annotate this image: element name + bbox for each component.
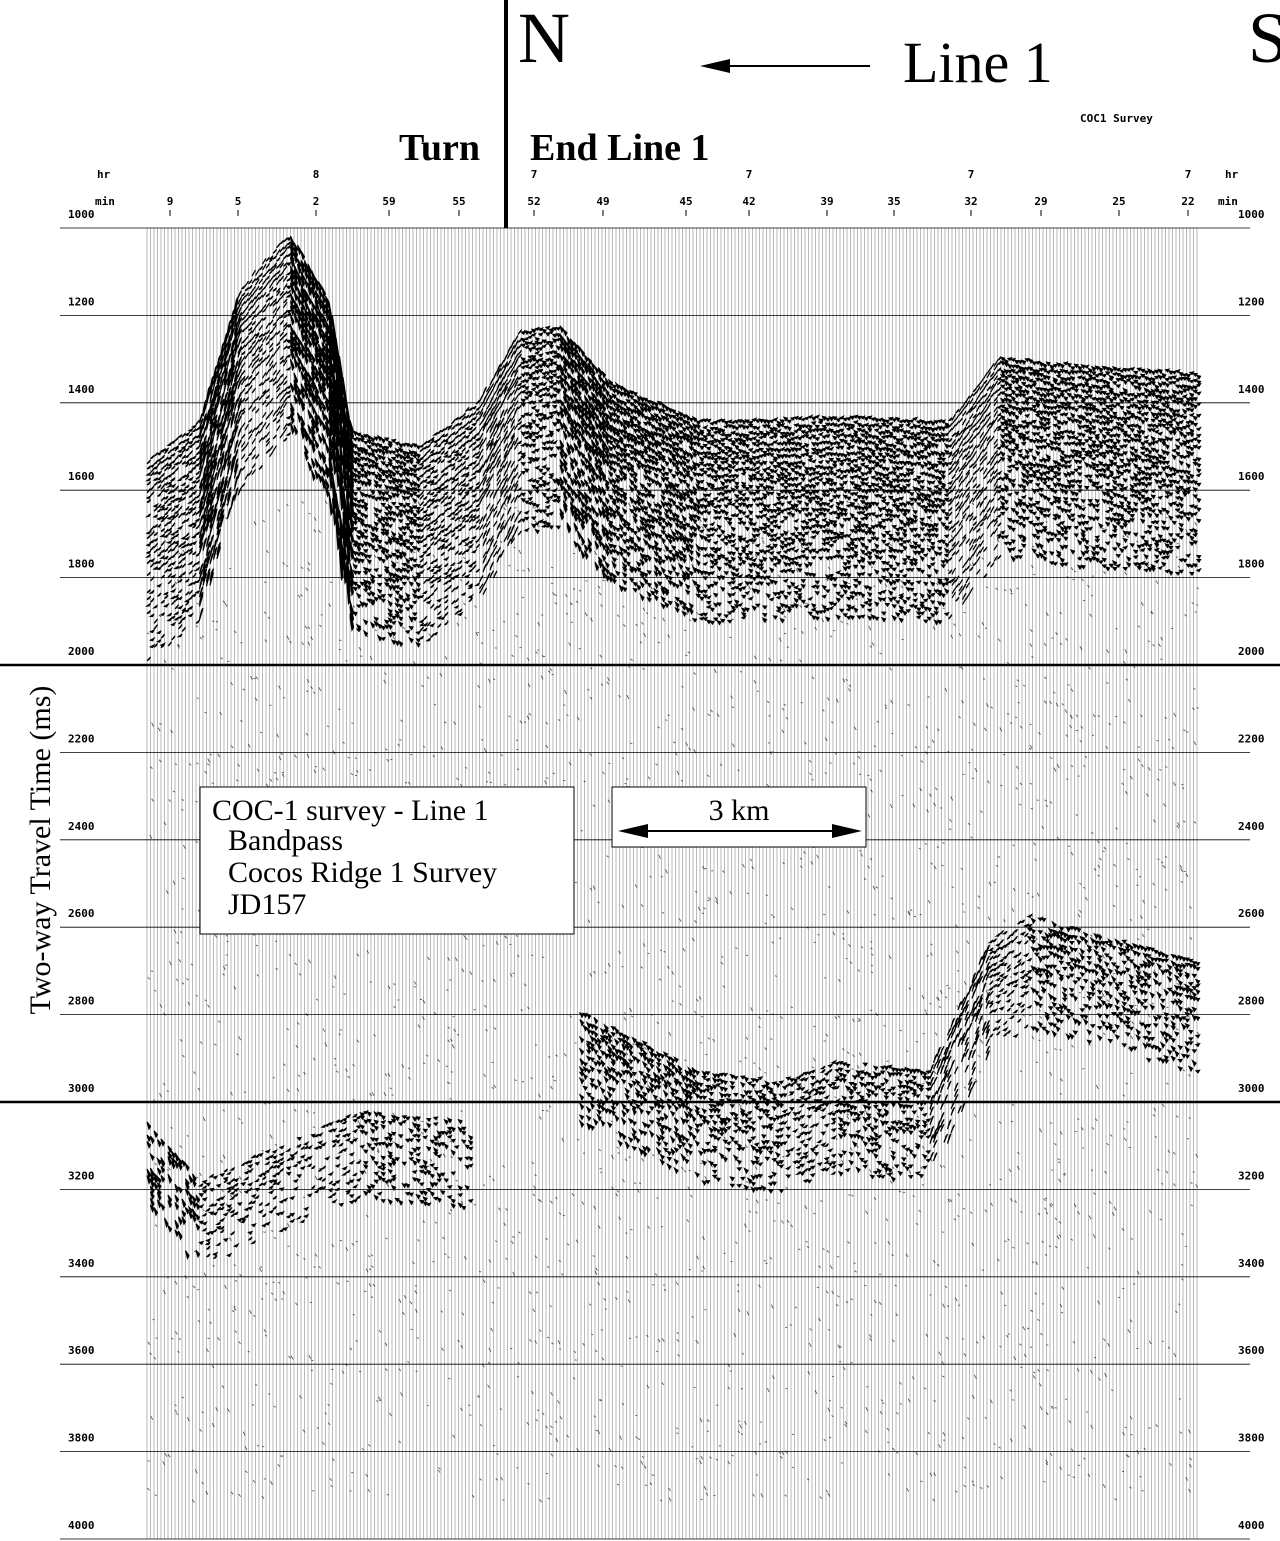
y-tick-label-right: 1600 [1238, 470, 1265, 483]
scale-label: 3 km [709, 794, 770, 827]
direction-arrowhead [700, 59, 730, 73]
hr-tick-label: 8 [313, 168, 320, 181]
scale-frame [611, 786, 867, 848]
y-tick-label: 1800 [68, 558, 95, 571]
y-tick-label: 2200 [68, 732, 95, 745]
hr-row-label: hr [1225, 168, 1239, 181]
hr-tick-label: 7 [1185, 168, 1192, 181]
min-tick-label: 55 [452, 195, 465, 208]
y-tick-label: 3600 [68, 1344, 95, 1357]
y-tick-label-right: 2400 [1238, 820, 1265, 833]
min-tick-label: 9 [167, 195, 174, 208]
y-tick-label-right: 1800 [1238, 558, 1265, 571]
legend-line: COC-1 survey - Line 1 [212, 794, 489, 827]
y-tick-label: 3000 [68, 1082, 95, 1095]
survey-label: COC1 Survey [1080, 112, 1153, 125]
scale-arrowhead [618, 824, 648, 838]
legend-line: Bandpass [228, 824, 343, 857]
end-line-label: End Line 1 [530, 127, 710, 169]
hr-tick-label: 7 [746, 168, 753, 181]
legend-line: Cocos Ridge 1 Survey [228, 856, 497, 889]
hr-tick-label: 7 [968, 168, 975, 181]
y-tick-label-right: 1200 [1238, 295, 1265, 308]
north-label: N [518, 0, 570, 78]
y-axis-label: Two-way Travel Time (ms) [24, 686, 57, 1015]
line-title: Line 1 [903, 30, 1053, 95]
min-tick-label: 25 [1112, 195, 1125, 208]
y-tick-label: 2400 [68, 820, 95, 833]
y-tick-label: 2000 [68, 645, 95, 658]
y-tick-label-right: 2000 [1238, 645, 1265, 658]
seismic-traces [144, 228, 1202, 1539]
y-tick-label: 3400 [68, 1257, 95, 1270]
y-tick-label: 1400 [68, 383, 95, 396]
scale-bar: 3 km [611, 786, 867, 848]
y-tick-label: 2600 [68, 907, 95, 920]
y-tick-label-right: 2600 [1238, 907, 1265, 920]
y-tick-label: 2800 [68, 995, 95, 1008]
turn-label: Turn [399, 127, 480, 169]
min-tick-label: 39 [820, 195, 833, 208]
y-tick-label: 1200 [68, 295, 95, 308]
y-tick-label: 3800 [68, 1432, 95, 1445]
y-tick-label-right: 3200 [1238, 1169, 1265, 1182]
min-tick-label: 45 [679, 195, 692, 208]
min-tick-label: 35 [887, 195, 900, 208]
hr-row-label: hr [97, 168, 111, 181]
y-tick-label-right: 4000 [1238, 1519, 1265, 1532]
south-label: S [1248, 0, 1280, 78]
y-tick-label: 3200 [68, 1169, 95, 1182]
reflector-band [144, 235, 1202, 662]
y-tick-label-right: 3800 [1238, 1432, 1265, 1445]
reflector-band [146, 1110, 474, 1260]
min-tick-label: 59 [382, 195, 395, 208]
min-tick-label: 29 [1034, 195, 1047, 208]
y-tick-label-right: 2800 [1238, 995, 1265, 1008]
y-tick-label-right: 3400 [1238, 1257, 1265, 1270]
min-tick-label: 22 [1181, 195, 1194, 208]
noise [146, 500, 1200, 1503]
y-tick-label-right: 1000 [1238, 208, 1265, 221]
legend-line: JD157 [228, 888, 306, 921]
y-tick-label: 4000 [68, 1519, 95, 1532]
min-tick-label: 5 [235, 195, 242, 208]
y-tick-label-right: 3600 [1238, 1344, 1265, 1357]
y-tick-label: 1000 [68, 208, 95, 221]
y-tick-label-right: 3000 [1238, 1082, 1265, 1095]
min-tick-label: 49 [596, 195, 609, 208]
scale-arrowhead [832, 824, 862, 838]
hr-tick-label: 7 [531, 168, 538, 181]
legend-box: COC-1 survey - Line 1 Bandpass Cocos Rid… [199, 786, 575, 935]
y-tick-label-right: 2200 [1238, 732, 1265, 745]
legend-frame [199, 786, 575, 935]
y-tick-label: 1600 [68, 470, 95, 483]
min-row-label: min [95, 195, 115, 208]
min-tick-label: 52 [527, 195, 540, 208]
min-tick-label: 42 [742, 195, 755, 208]
min-tick-label: 32 [964, 195, 977, 208]
min-row-label: min [1218, 195, 1238, 208]
y-tick-label-right: 1400 [1238, 383, 1265, 396]
min-tick-label: 2 [313, 195, 320, 208]
